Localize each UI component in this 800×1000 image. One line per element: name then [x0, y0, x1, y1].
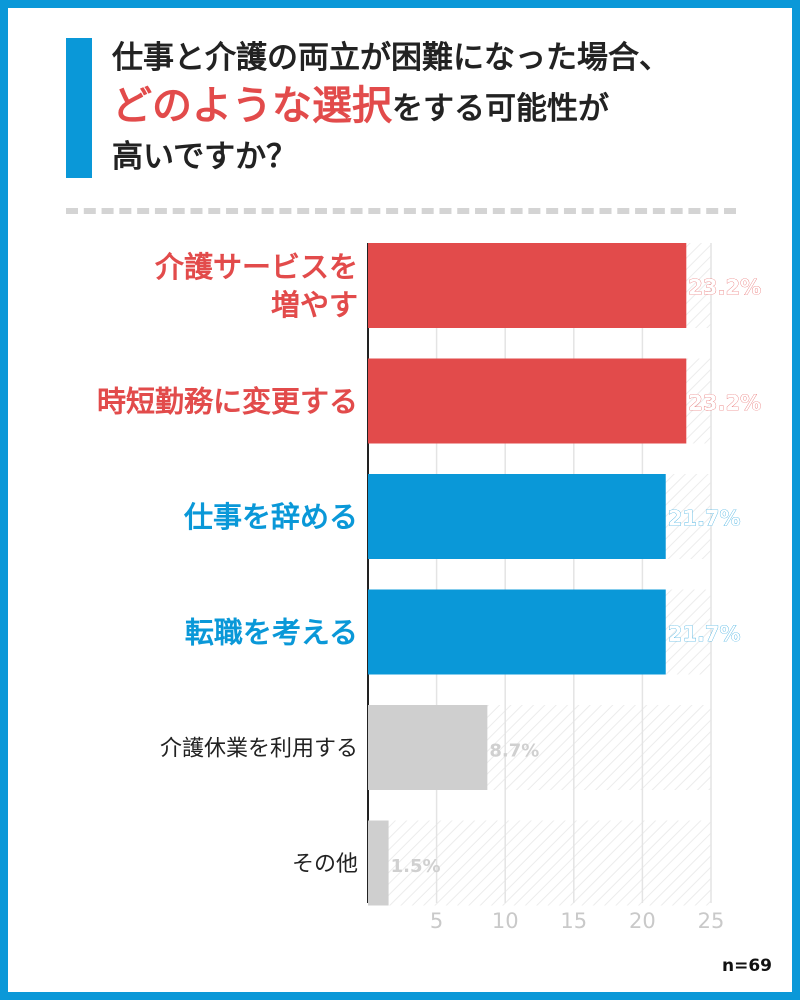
title-line-2: どのような選択をする可能性が — [112, 82, 782, 133]
category-label: その他 — [292, 852, 358, 877]
value-label: 21.7% — [668, 507, 741, 531]
bar-track — [368, 820, 711, 906]
x-tick-label: 10 — [492, 909, 519, 933]
value-label: 23.2% — [688, 276, 761, 300]
title-highlight: どのような選択 — [112, 83, 392, 129]
bar — [368, 705, 488, 790]
category-label: 介護休業を利用する — [160, 736, 358, 761]
category-label: 仕事を辞める — [183, 500, 358, 534]
value-label: 23.2% — [688, 391, 761, 415]
divider-dashed — [66, 208, 736, 214]
title-line-1: 仕事と介護の両立が困難になった場合、 — [112, 40, 670, 76]
title-accent-bar — [66, 38, 92, 178]
x-tick-label: 15 — [560, 909, 587, 933]
x-tick-label: 20 — [629, 909, 656, 933]
chart-card: 仕事と介護の両立が困難になった場合、 どのような選択をする可能性が 高いですか？… — [8, 8, 792, 992]
title-line-2-rest: をする可能性が — [392, 91, 609, 127]
value-label: 21.7% — [668, 622, 741, 646]
bar — [368, 358, 687, 444]
bar — [368, 589, 666, 675]
x-tick-label: 25 — [698, 909, 725, 933]
value-label: 1.5% — [391, 856, 441, 877]
title-line-3: 高いですか？ — [112, 139, 298, 175]
x-tick-label: 5 — [430, 909, 443, 933]
bar — [368, 474, 666, 559]
category-label: 転職を考える — [185, 615, 358, 649]
value-label: 8.7% — [489, 741, 539, 762]
category-label: 時短勤務に変更する — [97, 384, 358, 418]
chart-title: 仕事と介護の両立が困難になった場合、 どのような選択をする可能性が 高いですか？ — [112, 34, 782, 181]
bar — [368, 243, 687, 328]
sample-size-label: n=69 — [721, 956, 772, 976]
category-label: 介護サービスを — [154, 250, 358, 284]
bar — [368, 820, 389, 906]
category-label: 増やす — [271, 288, 358, 322]
